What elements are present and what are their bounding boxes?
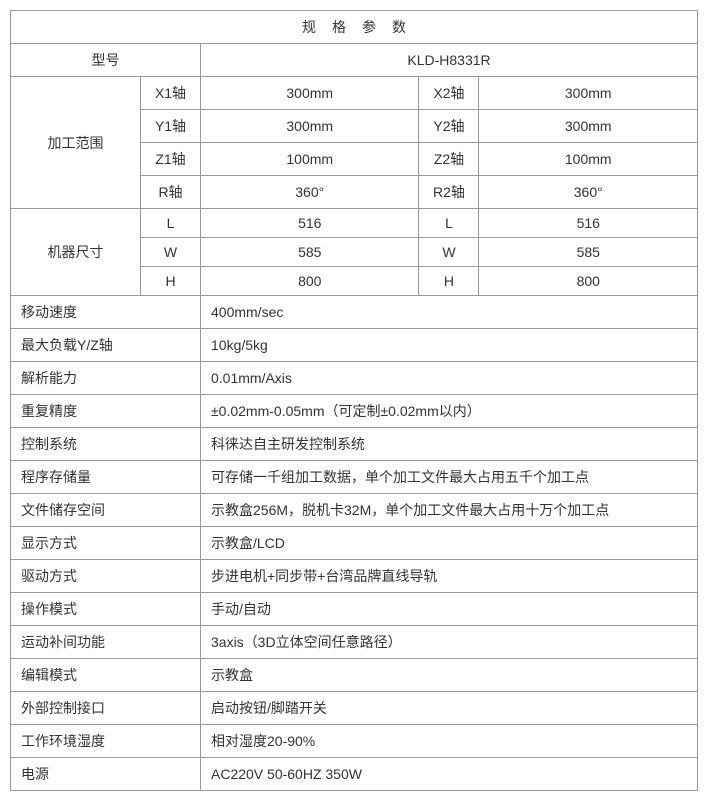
dim-label: L — [141, 209, 201, 238]
spec-value: 3axis（3D立体空间任意路径） — [201, 626, 698, 659]
dim-value: 516 — [201, 209, 419, 238]
dim-value: 585 — [479, 238, 698, 267]
axis-label: R轴 — [141, 176, 201, 209]
spec-row: 工作环境湿度相对湿度20-90% — [11, 725, 698, 758]
spec-label: 外部控制接口 — [11, 692, 201, 725]
size-row: 机器尺寸 L 516 L 516 — [11, 209, 698, 238]
spec-row: 移动速度400mm/sec — [11, 296, 698, 329]
spec-label: 驱动方式 — [11, 560, 201, 593]
spec-label: 操作模式 — [11, 593, 201, 626]
spec-row: 操作模式手动/自动 — [11, 593, 698, 626]
spec-value: 科徕达自主研发控制系统 — [201, 428, 698, 461]
spec-label: 电源 — [11, 758, 201, 791]
axis-value: 100mm — [201, 143, 419, 176]
spec-value: 示教盒256M，脱机卡32M，单个加工文件最大占用十万个加工点 — [201, 494, 698, 527]
spec-value: 手动/自动 — [201, 593, 698, 626]
header-title: 规格参数 — [11, 11, 698, 44]
model-row: 型号 KLD-H8331R — [11, 44, 698, 77]
spec-label: 程序存储量 — [11, 461, 201, 494]
spec-row: 编辑模式示教盒 — [11, 659, 698, 692]
spec-label: 工作环境湿度 — [11, 725, 201, 758]
spec-value: 相对湿度20-90% — [201, 725, 698, 758]
dim-label: W — [419, 238, 479, 267]
range-label: 加工范围 — [11, 77, 141, 209]
spec-row: 电源AC220V 50-60HZ 350W — [11, 758, 698, 791]
spec-value: 步进电机+同步带+台湾品牌直线导轨 — [201, 560, 698, 593]
spec-value: 0.01mm/Axis — [201, 362, 698, 395]
axis-label: Y1轴 — [141, 110, 201, 143]
spec-label: 解析能力 — [11, 362, 201, 395]
axis-value: 300mm — [201, 110, 419, 143]
axis-value: 100mm — [479, 143, 698, 176]
spec-value: 可存储一千组加工数据，单个加工文件最大占用五千个加工点 — [201, 461, 698, 494]
dim-value: 516 — [479, 209, 698, 238]
spec-value: 400mm/sec — [201, 296, 698, 329]
spec-label: 运动补间功能 — [11, 626, 201, 659]
model-value: KLD-H8331R — [201, 44, 698, 77]
axis-value: 300mm — [479, 110, 698, 143]
axis-label: X2轴 — [419, 77, 479, 110]
dim-value: 585 — [201, 238, 419, 267]
spec-row: 外部控制接口启动按钮/脚踏开关 — [11, 692, 698, 725]
axis-label: R2轴 — [419, 176, 479, 209]
model-label: 型号 — [11, 44, 201, 77]
axis-label: Y2轴 — [419, 110, 479, 143]
spec-row: 最大负载Y/Z轴10kg/5kg — [11, 329, 698, 362]
spec-row: 解析能力0.01mm/Axis — [11, 362, 698, 395]
dim-label: W — [141, 238, 201, 267]
spec-table: 规格参数 型号 KLD-H8331R 加工范围 X1轴 300mm X2轴 30… — [10, 10, 698, 791]
spec-value: AC220V 50-60HZ 350W — [201, 758, 698, 791]
spec-value: 示教盒/LCD — [201, 527, 698, 560]
axis-value: 300mm — [479, 77, 698, 110]
table-header: 规格参数 — [11, 11, 698, 44]
axis-label: Z1轴 — [141, 143, 201, 176]
spec-row: 程序存储量可存储一千组加工数据，单个加工文件最大占用五千个加工点 — [11, 461, 698, 494]
size-label: 机器尺寸 — [11, 209, 141, 296]
spec-value: 10kg/5kg — [201, 329, 698, 362]
dim-value: 800 — [201, 267, 419, 296]
spec-row: 运动补间功能3axis（3D立体空间任意路径） — [11, 626, 698, 659]
axis-value: 360° — [479, 176, 698, 209]
spec-value: ±0.02mm-0.05mm（可定制±0.02mm以内） — [201, 395, 698, 428]
dim-label: H — [419, 267, 479, 296]
dim-label: L — [419, 209, 479, 238]
spec-row: 控制系统科徕达自主研发控制系统 — [11, 428, 698, 461]
spec-row: 显示方式示教盒/LCD — [11, 527, 698, 560]
spec-row: 重复精度±0.02mm-0.05mm（可定制±0.02mm以内） — [11, 395, 698, 428]
spec-label: 文件储存空间 — [11, 494, 201, 527]
range-row: 加工范围 X1轴 300mm X2轴 300mm — [11, 77, 698, 110]
dim-label: H — [141, 267, 201, 296]
spec-label: 显示方式 — [11, 527, 201, 560]
axis-label: Z2轴 — [419, 143, 479, 176]
dim-value: 800 — [479, 267, 698, 296]
spec-label: 编辑模式 — [11, 659, 201, 692]
axis-value: 300mm — [201, 77, 419, 110]
spec-value: 示教盒 — [201, 659, 698, 692]
axis-value: 360° — [201, 176, 419, 209]
spec-row: 驱动方式步进电机+同步带+台湾品牌直线导轨 — [11, 560, 698, 593]
spec-row: 文件储存空间示教盒256M，脱机卡32M，单个加工文件最大占用十万个加工点 — [11, 494, 698, 527]
spec-value: 启动按钮/脚踏开关 — [201, 692, 698, 725]
spec-label: 重复精度 — [11, 395, 201, 428]
spec-label: 移动速度 — [11, 296, 201, 329]
axis-label: X1轴 — [141, 77, 201, 110]
spec-label: 控制系统 — [11, 428, 201, 461]
spec-label: 最大负载Y/Z轴 — [11, 329, 201, 362]
